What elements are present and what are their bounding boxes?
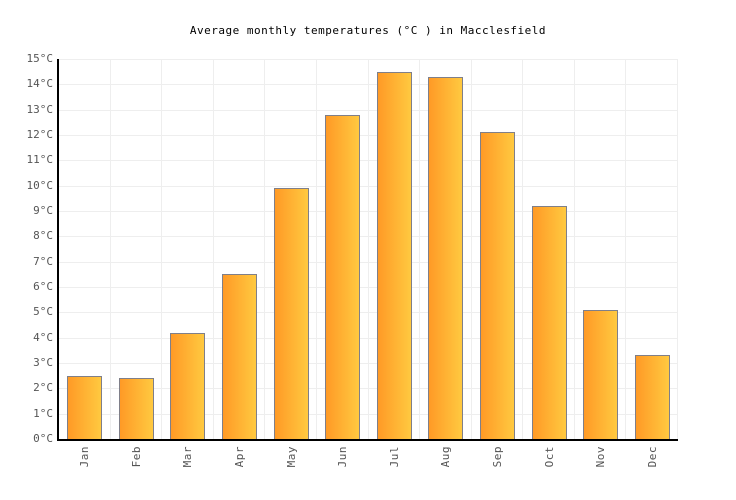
x-tick-label-text: Sep — [490, 446, 504, 468]
x-tick-label-aug: Aug — [420, 446, 472, 498]
y-tick-label-1: 1°C — [33, 406, 53, 420]
y-tick-label-8: 8°C — [33, 229, 53, 243]
x-gridline — [212, 59, 214, 439]
x-tick-label-text: Oct — [542, 446, 556, 468]
x-tick-label-text: Jul — [387, 446, 401, 468]
y-tick-label-15: 15°C — [26, 52, 54, 65]
x-tick-label-oct: Oct — [523, 446, 575, 498]
y-tick-label-13: 13°C — [26, 102, 54, 116]
x-tick-label-apr: Apr — [214, 446, 266, 498]
y-tick-label-5: 5°C — [33, 305, 53, 319]
y-axis-line — [57, 59, 59, 441]
x-tick-label-text: Nov — [594, 446, 608, 468]
x-axis-line — [57, 439, 678, 441]
x-tick-label-text: Jun — [336, 446, 350, 468]
x-gridline — [522, 59, 524, 439]
x-tick-label-text: May — [284, 446, 298, 468]
y-tick-label-11: 11°C — [26, 153, 54, 167]
x-tick-label-mar: Mar — [162, 446, 214, 498]
y-gridline — [59, 185, 678, 187]
bar-sep — [479, 132, 515, 439]
x-gridline — [573, 59, 575, 439]
y-gridline — [59, 413, 678, 415]
y-gridline — [59, 236, 678, 238]
bar-nov — [583, 309, 619, 439]
x-tick-label-text: Aug — [439, 446, 453, 468]
x-gridline — [109, 59, 111, 439]
bar-jul — [376, 71, 412, 439]
y-tick-label-7: 7°C — [33, 254, 53, 268]
x-tick-label-text: Mar — [181, 446, 195, 468]
y-gridline — [59, 312, 678, 314]
y-tick-label-4: 4°C — [33, 330, 53, 344]
x-gridline — [264, 59, 266, 439]
x-tick-label-jan: Jan — [59, 446, 111, 498]
bar-jun — [325, 114, 361, 439]
x-tick-label-feb: Feb — [111, 446, 163, 498]
y-tick-label-9: 9°C — [33, 204, 53, 217]
y-tick-label-0: 0°C — [33, 432, 53, 445]
plot-area — [59, 59, 678, 439]
y-tick-label-12: 12°C — [26, 128, 54, 141]
x-gridline — [367, 59, 369, 439]
chart-title: Average monthly temperatures (°C ) in Ma… — [189, 24, 547, 37]
bar-mar — [170, 332, 206, 439]
x-tick-label-text: Feb — [129, 446, 143, 468]
x-tick-label-sep: Sep — [472, 446, 524, 498]
y-tick-label-3: 3°C — [33, 356, 53, 369]
x-tick-label-jun: Jun — [317, 446, 369, 498]
y-gridline — [59, 363, 678, 364]
y-gridline — [59, 59, 678, 60]
y-tick-label-6: 6°C — [33, 280, 53, 293]
x-tick-label-text: Jan — [78, 446, 92, 468]
x-gridline — [677, 59, 678, 439]
x-tick-label-jul: Jul — [369, 446, 421, 498]
bar-jan — [67, 375, 103, 439]
y-gridline — [59, 109, 678, 111]
y-tick-label-14: 14°C — [26, 77, 54, 91]
x-gridline — [470, 59, 472, 439]
y-gridline — [59, 84, 678, 86]
x-tick-label-may: May — [265, 446, 317, 498]
x-gridline — [625, 59, 627, 439]
x-gridline — [161, 59, 163, 439]
x-tick-label-dec: Dec — [626, 446, 678, 498]
bar-may — [273, 188, 309, 439]
y-gridline — [59, 160, 678, 162]
bar-oct — [531, 205, 567, 439]
bar-aug — [428, 76, 464, 439]
y-gridline — [59, 261, 678, 263]
bar-dec — [634, 355, 670, 439]
y-gridline — [59, 337, 678, 339]
y-gridline — [59, 211, 678, 212]
y-tick-label-2: 2°C — [33, 381, 53, 395]
y-tick-label-10: 10°C — [26, 178, 54, 192]
x-gridline — [419, 59, 421, 439]
x-tick-label-text: Apr — [233, 446, 247, 468]
x-tick-label-nov: Nov — [575, 446, 627, 498]
x-tick-label-text: Dec — [645, 446, 659, 468]
y-gridline — [59, 287, 678, 288]
bar-feb — [118, 378, 154, 439]
x-gridline — [315, 59, 317, 439]
y-gridline — [59, 135, 678, 136]
y-gridline — [59, 388, 678, 390]
bar-apr — [222, 274, 258, 439]
